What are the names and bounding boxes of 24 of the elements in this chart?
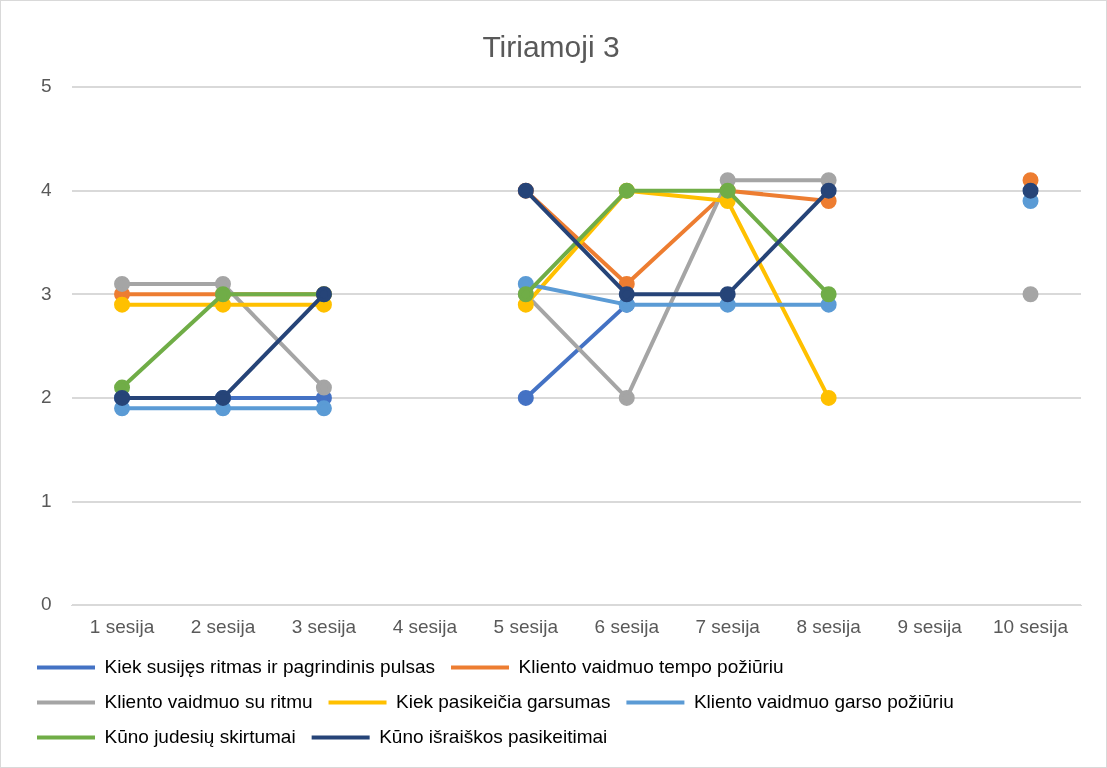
y-tick-label: 2 [40,386,52,408]
x-tick-label: 5 sesija [493,615,559,637]
legend-label: Kūno išraiškos pasikeitimai [379,725,608,747]
y-tick-label: 3 [40,282,52,304]
x-tick-label: 8 sesija [796,615,862,637]
x-tick-label: 7 sesija [695,615,761,637]
y-tick-label: 4 [40,178,52,200]
legend-label: Kūno judesių skirtumai [104,725,296,747]
legend-label: Kliento vaidmuo tempo požiūriu [518,655,784,677]
x-tick-label: 2 sesija [190,615,256,637]
x-tick-label: 4 sesija [392,615,458,637]
legend-label: Kliento vaidmuo garso požiūriu [693,690,954,712]
x-tick-label: 6 sesija [594,615,660,637]
x-tick-label: 3 sesija [291,615,357,637]
legend-label: Kiek susijęs ritmas ir pagrindinis pulsas [104,655,436,677]
chart-title: Tiriamoji 3 [482,30,620,64]
x-tick-label: 9 sesija [897,615,963,637]
y-tick-label: 0 [40,593,52,615]
x-tick-label: 10 sesija [993,615,1069,637]
legend-label: Kliento vaidmuo su ritmu [104,690,313,712]
y-tick-label: 1 [40,489,52,511]
x-tick-label: 1 sesija [89,615,155,637]
y-tick-label: 5 [40,75,52,97]
legend-label: Kiek pasikeičia garsumas [396,690,611,712]
